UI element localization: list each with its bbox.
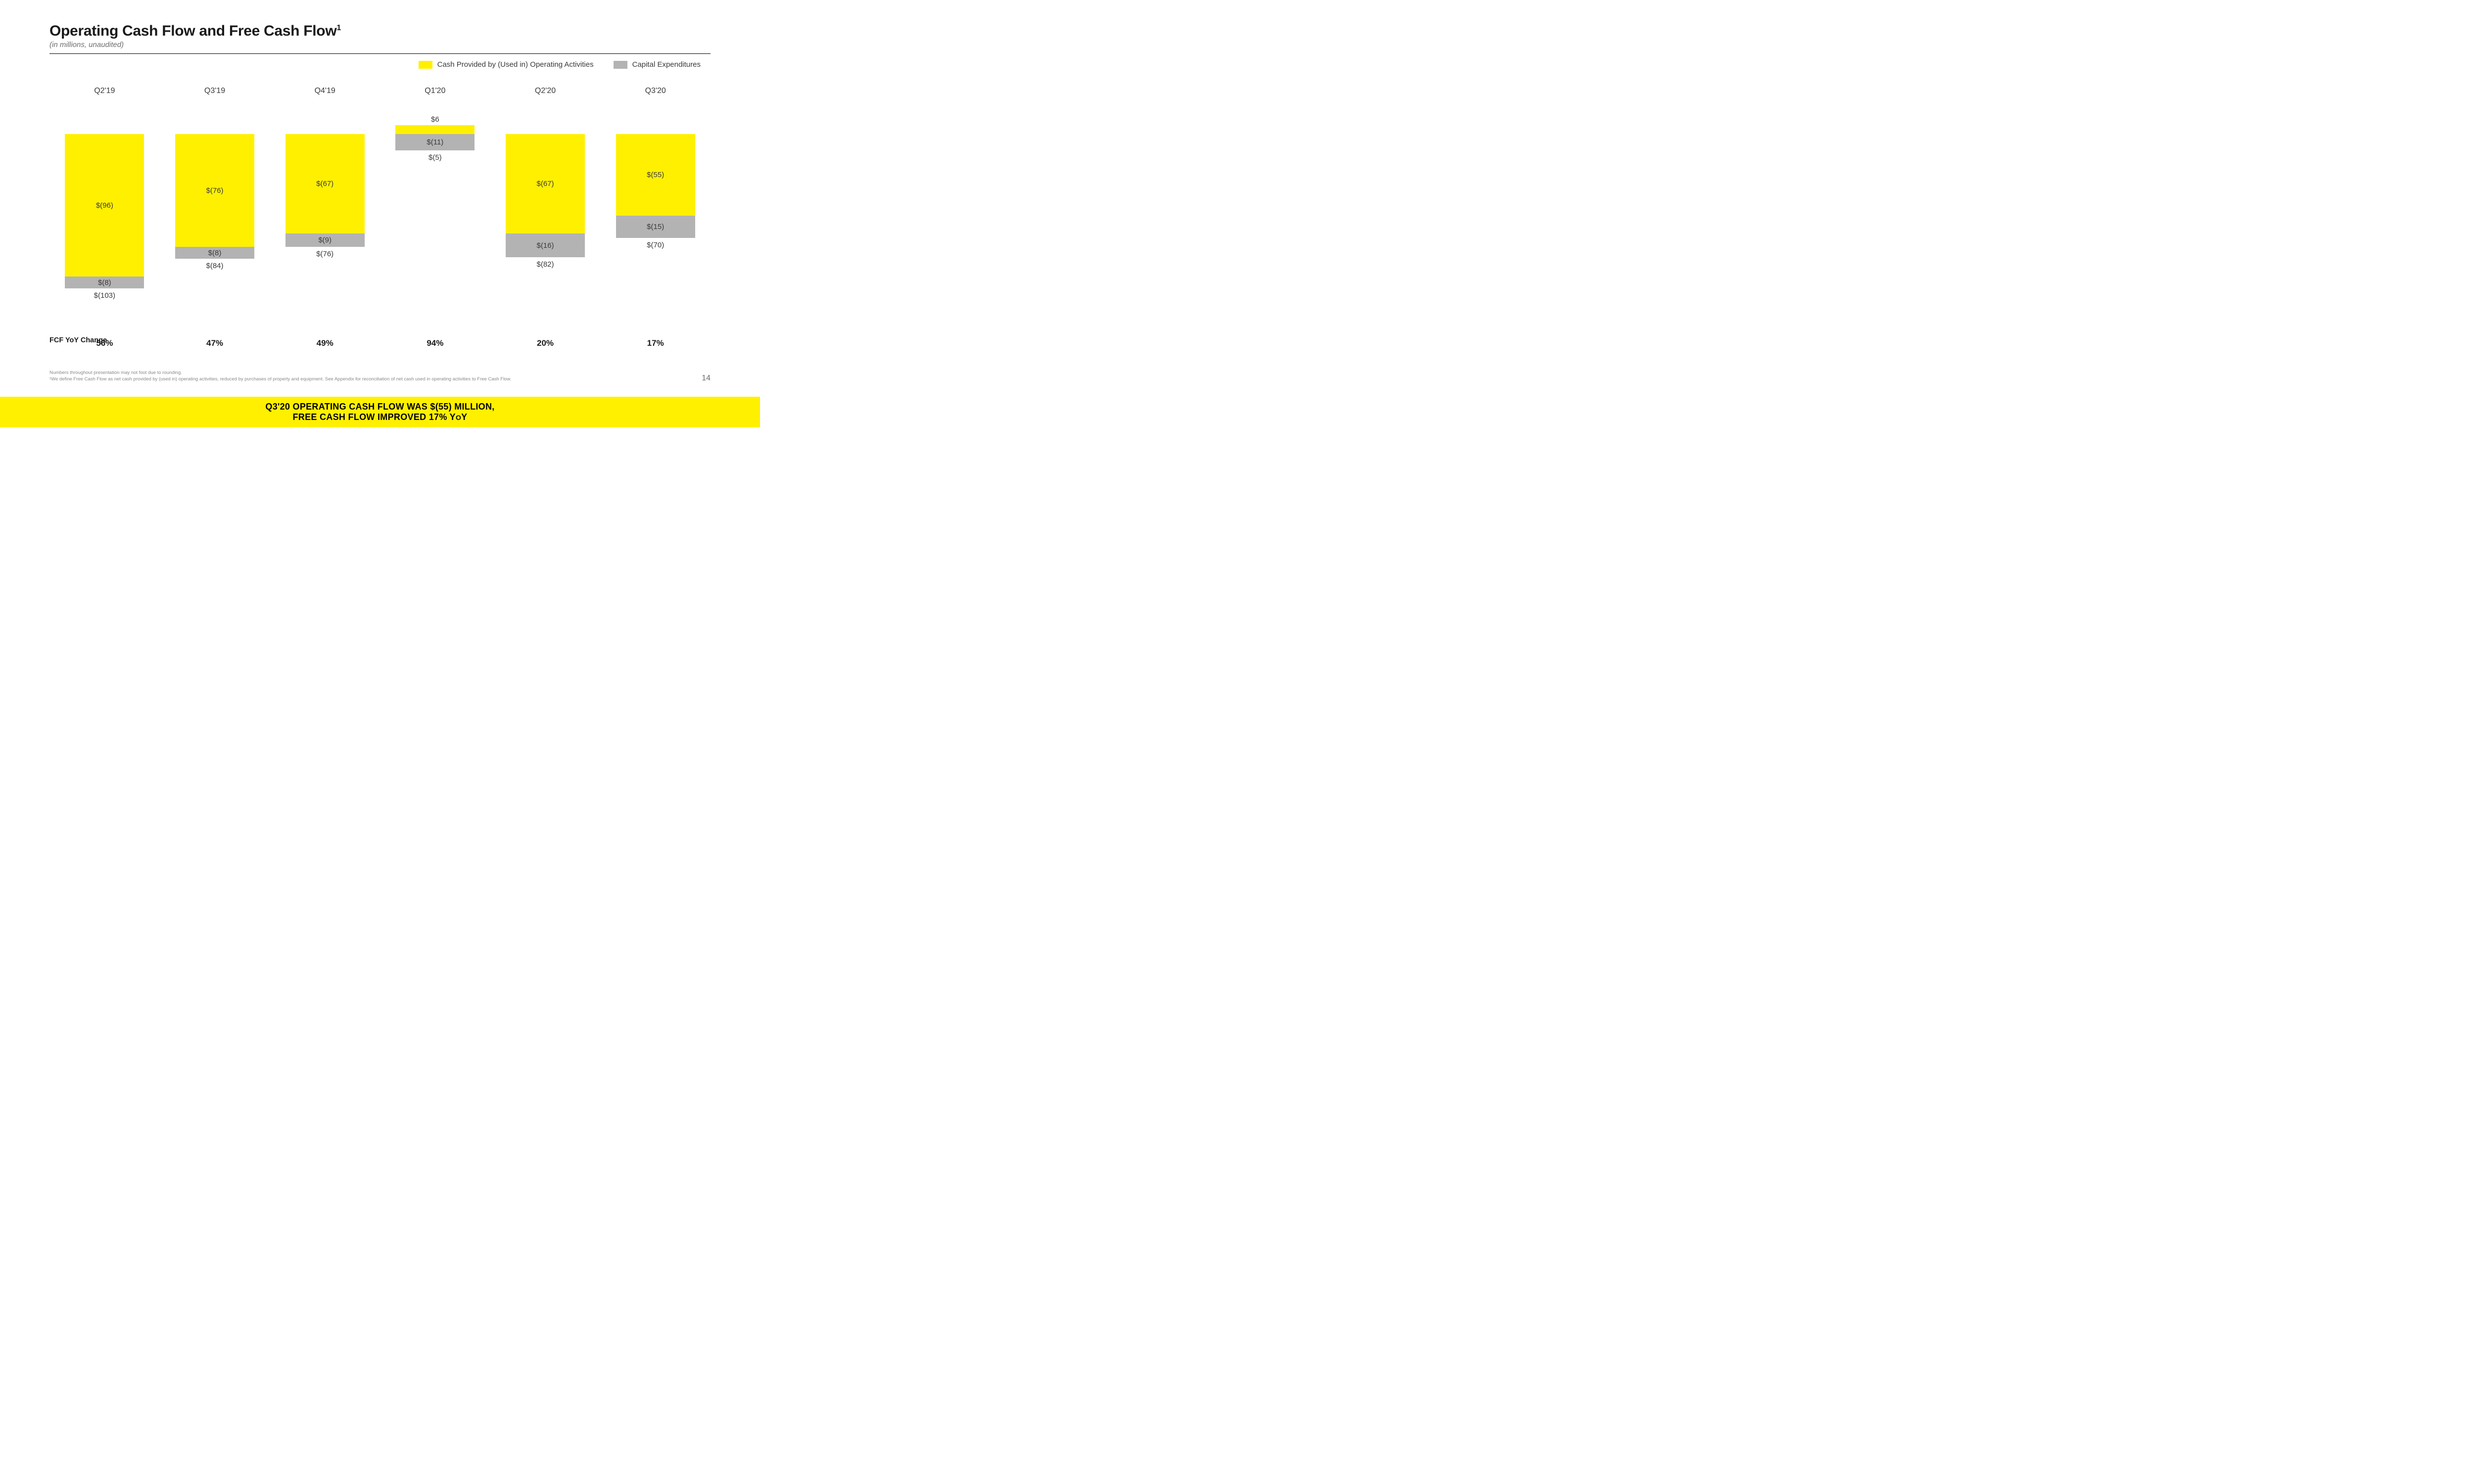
ops-value: $(55) xyxy=(647,171,664,179)
ops-value: $(96) xyxy=(96,201,113,210)
footnotes: Numbers throughout presentation may not … xyxy=(49,370,661,383)
ops-value: $(67) xyxy=(316,180,333,188)
fcf-values: 56%47%49%94%20%17% xyxy=(49,338,711,348)
legend-ops-swatch xyxy=(419,61,432,69)
page-number: 14 xyxy=(702,374,711,383)
legend-ops-label: Cash Provided by (Used in) Operating Act… xyxy=(437,60,594,69)
header: Operating Cash Flow and Free Cash Flow1 … xyxy=(49,23,711,49)
summary-banner: Q3'20 OPERATING CASH FLOW WAS $(55) MILL… xyxy=(0,397,760,427)
total-value: $(82) xyxy=(506,260,585,269)
ops-bar: $(96) xyxy=(65,134,144,277)
bar-zone: $(67) $(16) $(82) xyxy=(506,104,585,282)
legend-capex: Capital Expenditures xyxy=(614,60,701,69)
total-value: $(76) xyxy=(285,250,365,258)
ops-value: $(76) xyxy=(206,186,223,195)
quarter-label: Q2'20 xyxy=(535,82,556,104)
capex-value: $(8) xyxy=(98,278,111,287)
footnote-1: Numbers throughout presentation may not … xyxy=(49,370,661,376)
ops-value: $(67) xyxy=(537,180,554,188)
capex-value: $(15) xyxy=(647,223,664,231)
capex-value: $(11) xyxy=(427,138,443,146)
total-value: $(70) xyxy=(616,241,695,249)
ops-bar: $(67) xyxy=(506,134,585,233)
quarter-label: Q3'20 xyxy=(645,82,666,104)
legend: Cash Provided by (Used in) Operating Act… xyxy=(419,60,701,69)
ops-bar: $(55) xyxy=(616,134,695,216)
fcf-value: 20% xyxy=(490,338,601,348)
slide: Operating Cash Flow and Free Cash Flow1 … xyxy=(0,0,760,427)
quarter-column: Q4'19 $(67) $(9) $(76) xyxy=(270,82,380,348)
quarter-column: Q3'19 $(76) $(8) $(84) xyxy=(160,82,270,348)
capex-bar: $(11) xyxy=(395,134,475,150)
chart-quarters: Q2'19$(96)$(8)$(103)Q3'19$(76)$(8)$(84)Q… xyxy=(49,82,711,348)
fcf-value: 47% xyxy=(160,338,270,348)
ops-bar xyxy=(395,125,475,134)
legend-ops: Cash Provided by (Used in) Operating Act… xyxy=(419,60,594,69)
subtitle: (in millions, unaudited) xyxy=(49,41,711,49)
quarter-column: Q2'19$(96)$(8)$(103) xyxy=(49,82,160,348)
capex-value: $(8) xyxy=(208,249,222,257)
capex-bar: $(16) xyxy=(506,233,585,257)
quarter-label: Q2'19 xyxy=(94,82,115,104)
fcf-value: 94% xyxy=(380,338,490,348)
quarter-column: Q3'20 $(55) $(15) $(70) xyxy=(600,82,711,348)
banner-line2: FREE CASH FLOW IMPROVED 17% YOY xyxy=(293,412,468,422)
ops-bar: $(67) xyxy=(285,134,365,233)
fcf-value: 56% xyxy=(49,338,160,348)
quarter-label: Q3'19 xyxy=(204,82,225,104)
total-value: $(103) xyxy=(65,291,144,300)
capex-bar: $(8) xyxy=(65,277,144,288)
fcf-value: 49% xyxy=(270,338,380,348)
capex-value: $(9) xyxy=(318,236,332,244)
quarter-column: Q2'20 $(67) $(16) $(82) xyxy=(490,82,601,348)
legend-capex-swatch xyxy=(614,61,627,69)
quarter-column: Q1'20 $6 $(11) $(5) xyxy=(380,82,490,348)
chart: Q2'19$(96)$(8)$(103)Q3'19$(76)$(8)$(84)Q… xyxy=(49,82,711,348)
capex-bar: $(9) xyxy=(285,233,365,247)
banner-line1: Q3'20 OPERATING CASH FLOW WAS $(55) MILL… xyxy=(265,402,494,412)
total-value: $(5) xyxy=(395,153,475,162)
title-text: Operating Cash Flow and Free Cash Flow xyxy=(49,23,336,39)
bar-zone: $6 $(11) $(5) xyxy=(395,104,475,282)
header-rule xyxy=(49,53,711,54)
ops-value: $6 xyxy=(395,115,475,124)
footnote-2: ¹We define Free Cash Flow as net cash pr… xyxy=(49,376,661,383)
capex-bar: $(8) xyxy=(175,247,254,259)
bar-zone: $(96)$(8)$(103) xyxy=(65,104,144,282)
title-sup: 1 xyxy=(336,24,341,32)
quarter-label: Q1'20 xyxy=(425,82,445,104)
total-value: $(84) xyxy=(175,262,254,270)
capex-bar: $(15) xyxy=(616,216,695,238)
legend-capex-label: Capital Expenditures xyxy=(632,60,701,69)
capex-value: $(16) xyxy=(537,241,554,250)
page-title: Operating Cash Flow and Free Cash Flow1 xyxy=(49,23,711,40)
ops-bar: $(76) xyxy=(175,134,254,247)
fcf-value: 17% xyxy=(600,338,711,348)
bar-zone: $(55) $(15) $(70) xyxy=(616,104,695,282)
quarter-label: Q4'19 xyxy=(315,82,335,104)
bar-zone: $(67) $(9) $(76) xyxy=(285,104,365,282)
bar-zone: $(76) $(8) $(84) xyxy=(175,104,254,282)
